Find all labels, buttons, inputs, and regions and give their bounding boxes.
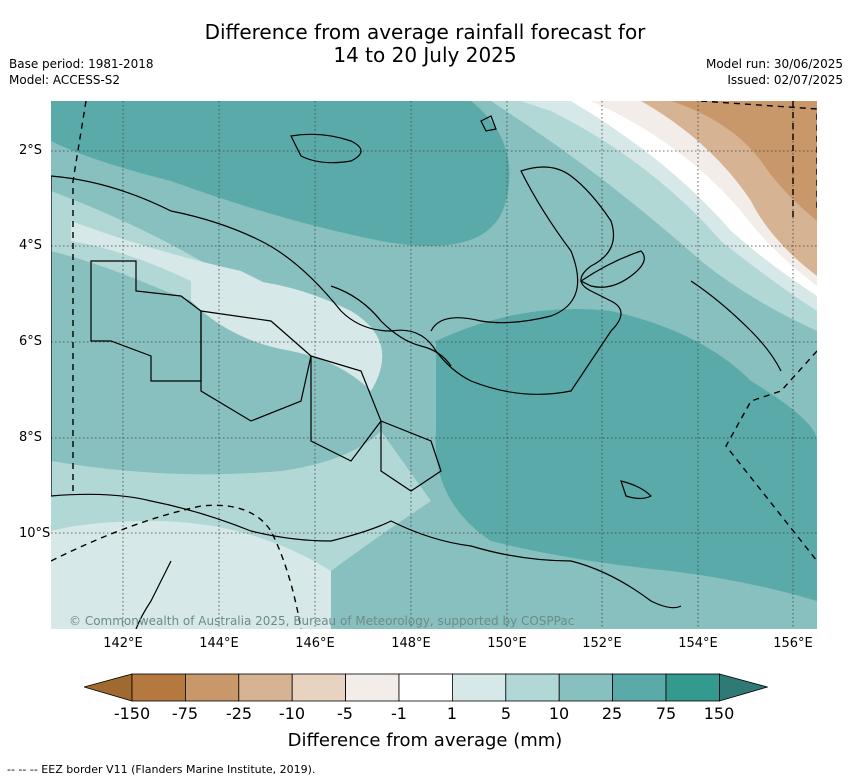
legend-bin (505, 673, 560, 702)
legend-bin (665, 673, 720, 702)
legend-tick: 10 (548, 704, 570, 723)
coastlines (51, 115, 782, 629)
legend-tick: 25 (601, 704, 623, 723)
legend-tick: -1 (391, 704, 407, 723)
legend-tick: 1 (446, 704, 458, 723)
legend-bin (345, 673, 400, 702)
legend-tick: 75 (655, 704, 677, 723)
legend-colorbar (84, 673, 768, 702)
lon-label: 148°E (391, 636, 431, 651)
legend-bin (185, 673, 240, 702)
legend-bin (451, 673, 507, 702)
eez-footnote: -- -- -- EEZ border V11 (Flanders Marine… (7, 763, 316, 776)
lat-label: 4°S (19, 238, 43, 253)
rainfall-map (51, 101, 817, 629)
legend-tick: -5 (337, 704, 353, 723)
legend-bin (398, 673, 453, 702)
legend-bin (558, 673, 614, 702)
model-name: Model: ACCESS-S2 (9, 73, 121, 87)
region-east-dark (435, 309, 817, 601)
lon-label: 142°E (103, 636, 143, 651)
map-canvas (51, 101, 817, 629)
meta-left: Base period: 1981-2018 Model: ACCESS-S2 (9, 56, 154, 88)
lon-label: 146°E (295, 636, 335, 651)
lon-label: 154°E (678, 636, 718, 651)
legend-bin (131, 673, 186, 702)
legend-bin (238, 673, 293, 702)
legend-tick: -75 (171, 704, 199, 723)
legend-tick: -25 (225, 704, 253, 723)
legend-title: Difference from average (mm) (287, 730, 563, 751)
issued-date: Issued: 02/07/2025 (727, 73, 843, 87)
model-run: Model run: 30/06/2025 (705, 57, 843, 71)
legend-arrow-low (84, 673, 133, 702)
legend-bin (612, 673, 667, 702)
legend-bin (291, 673, 346, 702)
meta-right: Model run: 30/06/2025 Issued: 02/07/2025 (706, 56, 843, 88)
lat-label: 10°S (19, 526, 51, 541)
lon-label: 156°E (773, 636, 813, 651)
region-nw-dark (51, 101, 510, 246)
legend-tick: 150 (703, 704, 735, 723)
base-period: Base period: 1981-2018 (9, 57, 154, 71)
eez-borders (51, 101, 817, 629)
legend-arrow-high (719, 673, 768, 702)
map-title-line1: Difference from average rainfall forecas… (204, 20, 646, 44)
lat-label: 8°S (19, 430, 43, 445)
lon-label: 152°E (582, 636, 622, 651)
legend-tick: -10 (278, 704, 306, 723)
lat-label: 2°S (19, 143, 43, 158)
copyright-notice: © Commonwealth of Australia 2025, Bureau… (69, 614, 575, 628)
region-ne-neg25 (651, 101, 817, 221)
legend-tick: -150 (113, 704, 151, 723)
legend-bins (84, 673, 768, 702)
lat-label: 6°S (19, 334, 43, 349)
lon-label: 144°E (199, 636, 239, 651)
legend-tick: 5 (500, 704, 512, 723)
map-title-line2: 14 to 20 July 2025 (333, 43, 517, 67)
graticule (51, 101, 817, 629)
lon-label: 150°E (487, 636, 527, 651)
region-sw-mid (51, 431, 431, 571)
